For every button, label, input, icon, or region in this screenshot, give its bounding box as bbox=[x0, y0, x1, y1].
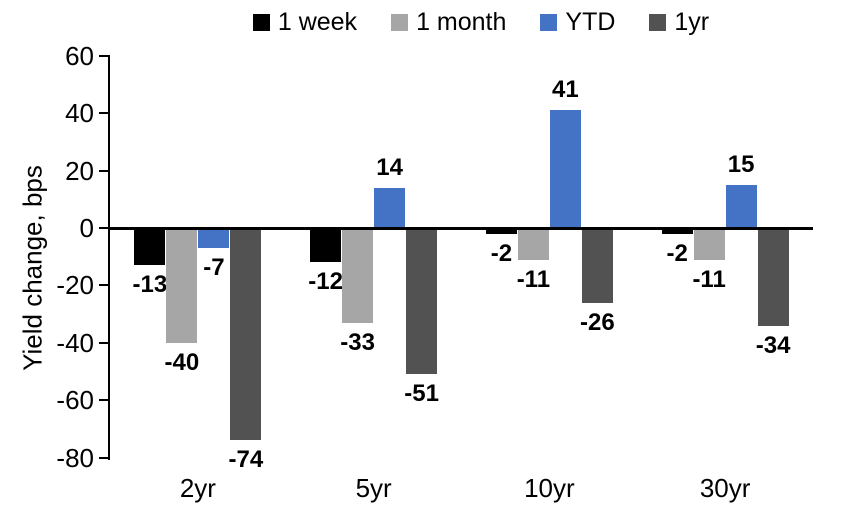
y-axis-tick bbox=[99, 456, 108, 459]
legend-swatch-icon bbox=[540, 13, 558, 31]
y-axis-line bbox=[108, 54, 110, 460]
bar-YTD-30yr bbox=[725, 184, 757, 228]
bar-1yr-2yr bbox=[230, 228, 262, 441]
data-label: 14 bbox=[376, 153, 403, 181]
y-tick-label: 60 bbox=[65, 40, 94, 71]
legend-swatch-icon bbox=[391, 13, 409, 31]
y-tick-label: -40 bbox=[56, 327, 94, 358]
bar-1yr-5yr bbox=[406, 228, 438, 375]
y-axis-tick bbox=[99, 227, 108, 229]
bar-1-month-5yr bbox=[342, 228, 374, 323]
y-tick-label: -80 bbox=[56, 442, 94, 473]
bar-1-month-30yr bbox=[693, 228, 725, 260]
data-label: -74 bbox=[228, 446, 264, 474]
data-label: -34 bbox=[755, 331, 791, 359]
data-label: -2 bbox=[666, 239, 688, 267]
data-label: -12 bbox=[308, 268, 343, 296]
x-axis-line bbox=[108, 226, 813, 230]
data-label: -7 bbox=[203, 254, 225, 282]
bar-YTD-2yr bbox=[198, 228, 230, 249]
y-axis-tick bbox=[99, 399, 108, 402]
data-label: -11 bbox=[516, 265, 551, 293]
legend: 1 week 1 month YTD 1yr bbox=[110, 6, 852, 38]
legend-item: YTD bbox=[540, 8, 615, 37]
data-label: -11 bbox=[692, 265, 726, 293]
legend-label: YTD bbox=[565, 7, 616, 36]
bar-YTD-5yr bbox=[374, 187, 406, 228]
data-label: -40 bbox=[164, 348, 200, 376]
data-label: 41 bbox=[552, 76, 579, 104]
bar-1yr-30yr bbox=[757, 228, 789, 326]
bar-YTD-10yr bbox=[549, 110, 581, 228]
x-category-label: 10yr bbox=[524, 473, 575, 503]
y-tick-label: 40 bbox=[65, 98, 94, 129]
x-category-label: 30yr bbox=[699, 473, 751, 503]
data-label: -26 bbox=[580, 308, 615, 336]
y-axis-tick bbox=[99, 54, 108, 57]
x-category-label: 2yr bbox=[179, 473, 216, 503]
legend-item: 1 month bbox=[391, 8, 506, 37]
y-tick-label: -60 bbox=[56, 385, 94, 416]
x-category-label: 5yr bbox=[355, 473, 392, 503]
bar-1-month-10yr bbox=[517, 228, 549, 260]
y-tick-label: -20 bbox=[56, 270, 94, 301]
data-label: -33 bbox=[340, 328, 375, 356]
bar-1-month-2yr bbox=[166, 228, 198, 343]
y-axis-tick bbox=[99, 169, 108, 172]
bar-1-week-2yr bbox=[134, 228, 166, 266]
bar-1yr-10yr bbox=[581, 228, 613, 303]
data-label: -13 bbox=[132, 271, 168, 299]
bar-1-week-30yr bbox=[661, 228, 693, 234]
bar-1-week-10yr bbox=[485, 228, 517, 234]
data-label: -2 bbox=[490, 239, 513, 267]
legend-item: 1yr bbox=[649, 8, 709, 37]
legend-swatch-icon bbox=[649, 13, 667, 31]
legend-label: 1 week bbox=[277, 7, 358, 36]
legend-label: 1 month bbox=[416, 7, 507, 36]
data-label: 15 bbox=[727, 150, 755, 178]
legend-swatch-icon bbox=[252, 13, 270, 31]
y-tick-label: 0 bbox=[79, 213, 94, 243]
legend-label: 1yr bbox=[674, 7, 710, 36]
legend-item: 1 week bbox=[252, 7, 358, 37]
data-label: -51 bbox=[404, 380, 439, 408]
y-axis-tick bbox=[99, 112, 108, 115]
y-axis-tick bbox=[99, 341, 108, 344]
y-tick-label: 20 bbox=[65, 155, 94, 186]
y-axis-tick bbox=[99, 284, 108, 287]
bar-1-week-5yr bbox=[310, 228, 342, 263]
